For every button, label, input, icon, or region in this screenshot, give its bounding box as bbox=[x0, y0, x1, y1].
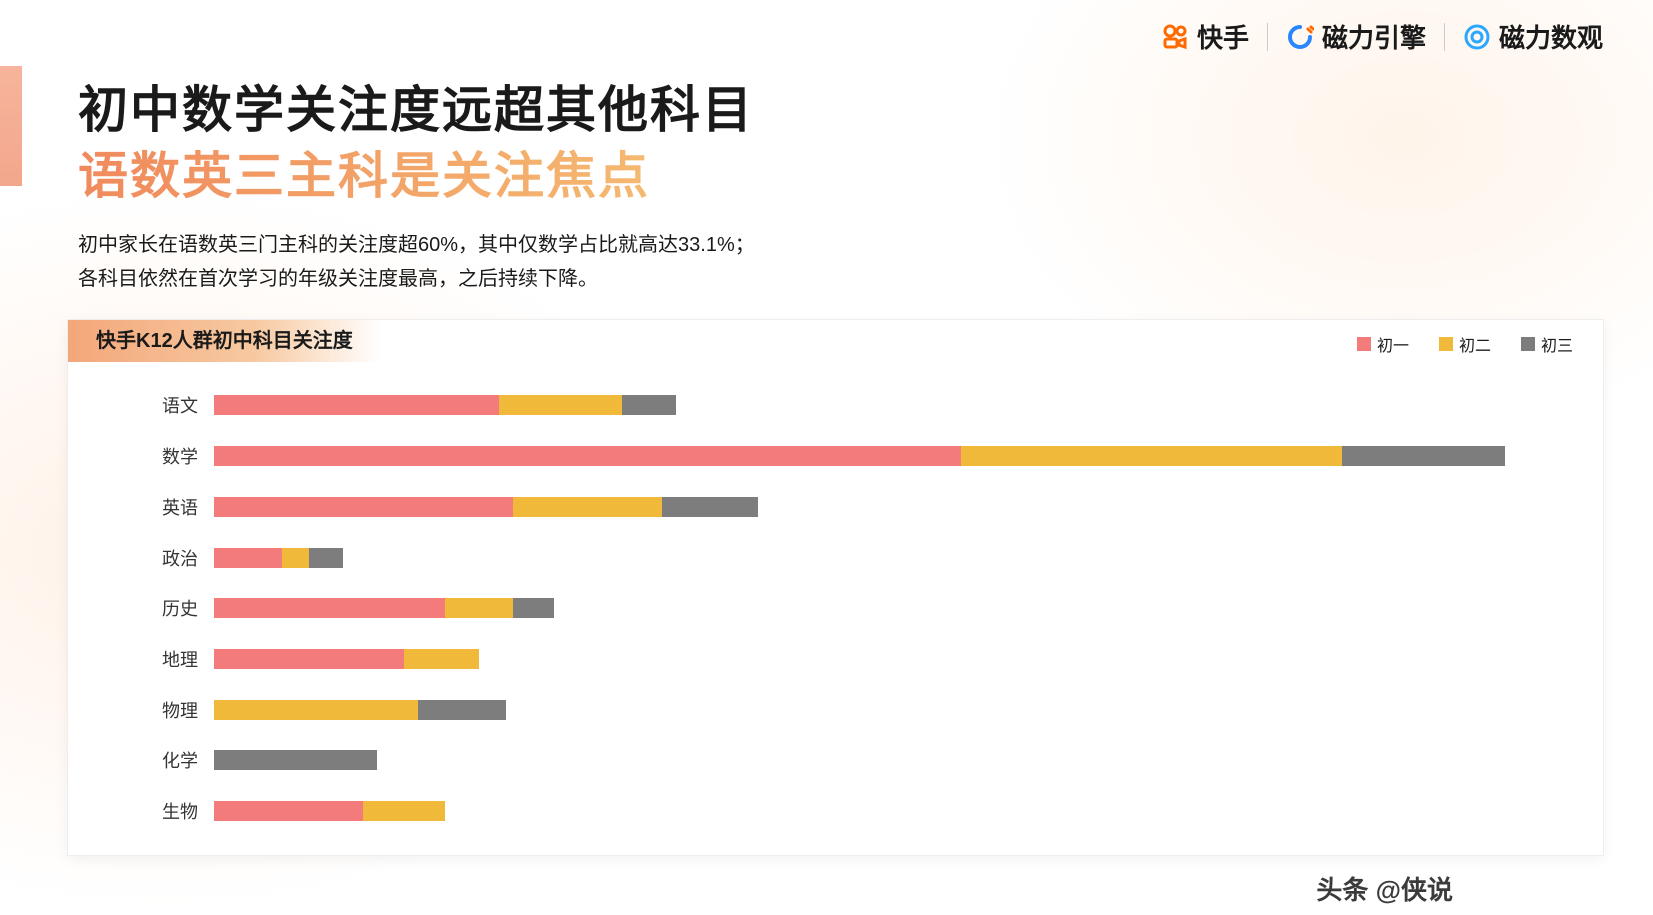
bar-segment bbox=[445, 598, 513, 618]
logo-separator bbox=[1444, 23, 1445, 51]
y-axis-label: 英语 bbox=[68, 494, 214, 520]
bar-segment bbox=[363, 801, 445, 821]
page-subtitle: 语数英三主科是关注焦点 bbox=[78, 136, 650, 208]
bar-segment bbox=[214, 750, 377, 770]
y-axis-label: 生物 bbox=[68, 798, 214, 824]
legend-swatch bbox=[1357, 337, 1371, 351]
logo-cili-data: 磁力数观 bbox=[1463, 18, 1603, 55]
chart-panel: 快手K12人群初中科目关注度 初一 初二 初三 语文数学英语政治历史地理物理化学生物 bbox=[68, 320, 1603, 855]
bar-row: 历史 bbox=[68, 583, 1573, 634]
legend-item: 初二 bbox=[1439, 332, 1491, 356]
data-icon bbox=[1463, 23, 1491, 51]
bar-track bbox=[214, 598, 1573, 618]
bar-row: 政治 bbox=[68, 532, 1573, 583]
y-axis-label: 语文 bbox=[68, 392, 214, 418]
y-axis-label: 物理 bbox=[68, 697, 214, 723]
chart-legend: 初一 初二 初三 bbox=[1357, 332, 1573, 356]
legend-swatch bbox=[1521, 337, 1535, 351]
bar-segment bbox=[214, 446, 961, 466]
legend-item: 初三 bbox=[1521, 332, 1573, 356]
watermark: 头条 @侠说 bbox=[1316, 870, 1453, 907]
y-axis-label: 数学 bbox=[68, 443, 214, 469]
legend-label: 初二 bbox=[1459, 332, 1491, 356]
logo-cili-data-label: 磁力数观 bbox=[1499, 18, 1603, 55]
bar-row: 地理 bbox=[68, 634, 1573, 685]
bar-track bbox=[214, 750, 1573, 770]
bar-segment bbox=[214, 548, 282, 568]
bar-segment bbox=[499, 395, 621, 415]
chart-bars: 语文数学英语政治历史地理物理化学生物 bbox=[68, 380, 1573, 837]
bar-segment bbox=[214, 801, 363, 821]
y-axis-label: 历史 bbox=[68, 595, 214, 621]
page-title: 初中数学关注度远超其他科目 bbox=[78, 70, 754, 142]
kuaishou-icon bbox=[1161, 23, 1189, 51]
legend-label: 初一 bbox=[1377, 332, 1409, 356]
page-description: 初中家长在语数英三门主科的关注度超60%，其中仅数学占比就高达33.1%；各科目… bbox=[78, 228, 755, 296]
bar-segment bbox=[1342, 446, 1505, 466]
bar-segment bbox=[282, 548, 309, 568]
bar-row: 生物 bbox=[68, 786, 1573, 837]
logo-separator bbox=[1267, 23, 1268, 51]
logo-cili-engine-label: 磁力引擎 bbox=[1322, 18, 1426, 55]
bar-row: 化学 bbox=[68, 735, 1573, 786]
logo-kuaishou: 快手 bbox=[1161, 18, 1249, 55]
bar-segment bbox=[513, 497, 662, 517]
engine-icon bbox=[1286, 23, 1314, 51]
bar-segment bbox=[513, 598, 554, 618]
chart-title: 快手K12人群初中科目关注度 bbox=[68, 320, 381, 362]
bar-row: 数学 bbox=[68, 431, 1573, 482]
logo-kuaishou-label: 快手 bbox=[1197, 18, 1249, 55]
legend-label: 初三 bbox=[1541, 332, 1573, 356]
bar-track bbox=[214, 649, 1573, 669]
bar-segment bbox=[309, 548, 343, 568]
bar-segment bbox=[662, 497, 757, 517]
y-axis-label: 化学 bbox=[68, 747, 214, 773]
bar-row: 英语 bbox=[68, 481, 1573, 532]
logo-cili-engine: 磁力引擎 bbox=[1286, 18, 1426, 55]
bar-track bbox=[214, 801, 1573, 821]
bar-segment bbox=[214, 395, 499, 415]
y-axis-label: 地理 bbox=[68, 646, 214, 672]
legend-swatch bbox=[1439, 337, 1453, 351]
bar-segment bbox=[404, 649, 479, 669]
bar-track bbox=[214, 446, 1573, 466]
bar-row: 物理 bbox=[68, 684, 1573, 735]
bar-segment bbox=[622, 395, 676, 415]
bar-track bbox=[214, 497, 1573, 517]
bar-segment bbox=[214, 497, 513, 517]
bar-track bbox=[214, 395, 1573, 415]
bar-segment bbox=[418, 700, 506, 720]
bar-row: 语文 bbox=[68, 380, 1573, 431]
bar-track bbox=[214, 548, 1573, 568]
bar-segment bbox=[214, 700, 418, 720]
bar-segment bbox=[214, 598, 445, 618]
bar-segment bbox=[961, 446, 1342, 466]
y-axis-label: 政治 bbox=[68, 545, 214, 571]
legend-item: 初一 bbox=[1357, 332, 1409, 356]
bar-track bbox=[214, 700, 1573, 720]
accent-bar bbox=[0, 66, 22, 186]
page: 初中数学关注度远超其他科目 语数英三主科是关注焦点 初中家长在语数英三门主科的关… bbox=[0, 0, 1653, 915]
brand-logos: 快手 磁力引擎 磁力数观 bbox=[1161, 18, 1603, 55]
bar-segment bbox=[214, 649, 404, 669]
